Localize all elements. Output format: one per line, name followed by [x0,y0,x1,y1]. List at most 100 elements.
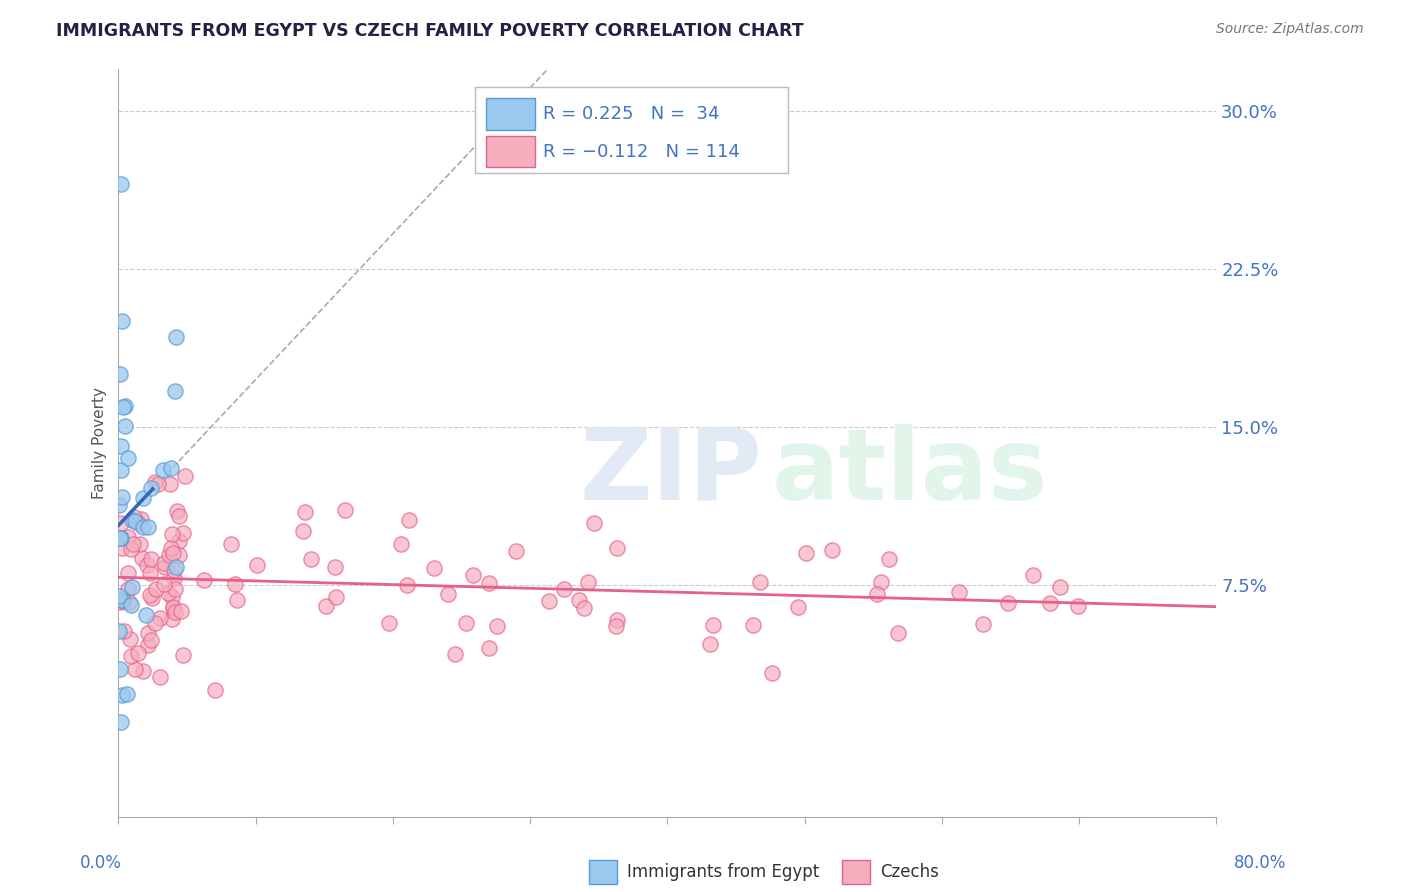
Point [886,626,908,640]
Point [972,616,994,631]
Point [169,533,191,548]
Point [294,505,316,519]
Point [136,638,159,652]
Text: ZIP: ZIP [579,424,762,521]
Point [699,637,721,651]
Point [110,178,132,192]
Point [152,463,174,477]
Point [606,614,628,628]
Point [163,563,186,577]
Point [124,509,146,524]
Point [117,451,139,466]
Point [478,641,501,656]
Point [997,597,1019,611]
Point [156,586,179,600]
Point [114,419,136,434]
FancyBboxPatch shape [486,98,534,130]
Point [121,536,143,550]
Point [299,552,322,566]
Point [398,513,420,527]
Point [742,618,765,632]
Point [165,330,187,344]
Point [162,601,184,615]
Point [160,590,183,604]
Point [224,577,246,591]
Point [112,624,135,638]
Point [794,546,817,560]
Point [157,548,180,562]
Point [136,626,159,640]
Point [110,516,132,530]
Point [167,548,190,562]
Point [110,463,132,477]
Point [153,560,176,574]
Point [108,498,131,512]
FancyBboxPatch shape [486,136,534,168]
Point [165,560,187,574]
Point [139,632,162,647]
Point [325,590,347,604]
Point [568,592,591,607]
Point [108,624,131,638]
Point [463,567,485,582]
Point [574,600,596,615]
Point [159,460,181,475]
Point [948,584,970,599]
Point [323,560,346,574]
Text: 0.0%: 0.0% [80,854,122,871]
Text: atlas: atlas [772,424,1049,521]
Point [110,531,132,545]
Point [292,524,315,538]
Point [172,526,194,541]
FancyBboxPatch shape [475,87,789,173]
Point [108,662,131,676]
Point [111,314,134,328]
Point [159,476,181,491]
Point [869,574,891,589]
Point [576,575,599,590]
Point [141,552,163,566]
Point [117,566,139,581]
Point [110,367,132,381]
Point [315,599,337,614]
Point [219,537,242,551]
Point [761,665,783,680]
Point [120,598,142,612]
Point [135,607,157,622]
Point [110,714,132,729]
Point [115,687,138,701]
Point [193,574,215,588]
Point [132,520,155,534]
Point [124,662,146,676]
Point [118,595,141,609]
Point [866,587,889,601]
Point [505,543,527,558]
Point [877,551,900,566]
Point [127,646,149,660]
Point [110,490,132,504]
Point [110,439,132,453]
Point [165,384,187,398]
Point [145,582,167,596]
Text: 80.0%: 80.0% [1234,854,1286,871]
Point [132,664,155,678]
Point [162,571,184,585]
Point [120,649,142,664]
Point [121,580,143,594]
Point [395,578,418,592]
Point [167,508,190,523]
Point [170,604,193,618]
Point [702,618,724,632]
Point [139,481,162,495]
Point [172,648,194,662]
Point [787,599,810,614]
Point [111,689,134,703]
Point [108,589,131,603]
Point [153,577,176,591]
Point [149,670,172,684]
Point [120,632,142,647]
Point [478,576,501,591]
Point [111,541,134,556]
Point [136,520,159,534]
Text: R = 0.225   N =  34: R = 0.225 N = 34 [543,105,720,123]
